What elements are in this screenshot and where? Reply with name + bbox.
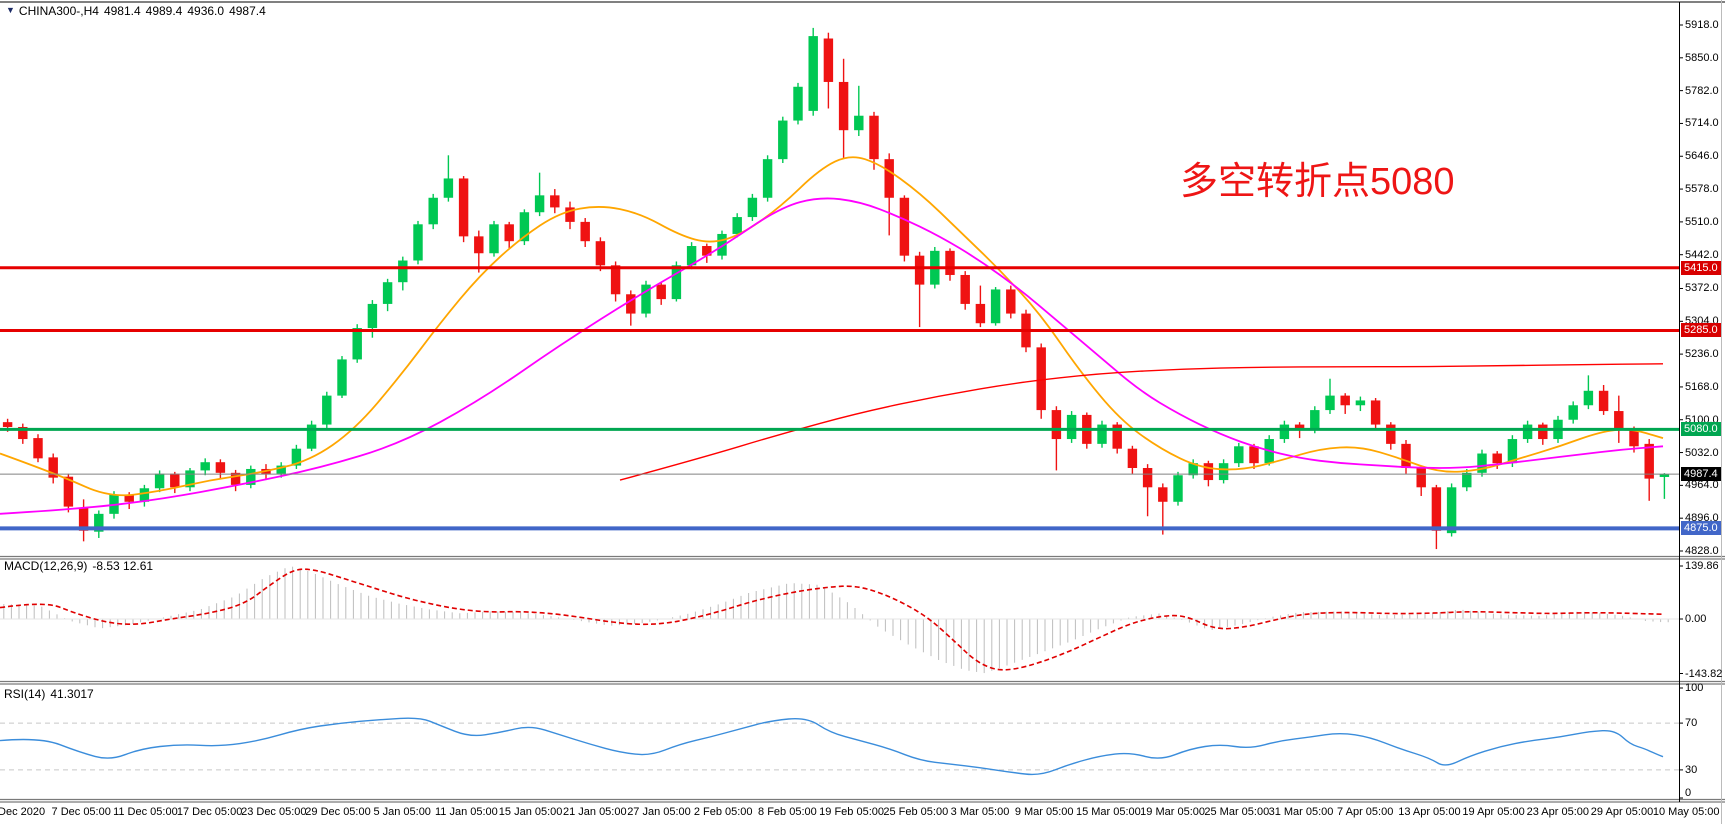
ma-slow-red [619,363,1664,481]
symbol-name: CHINA300-,H4 [18,4,99,18]
ohlc-high: 4989.4 [145,4,183,18]
ma-mid-magenta [0,197,1664,515]
ohlc-open: 4981.4 [103,4,141,18]
macd-name: MACD(12,26,9) [4,559,88,573]
rsi-indicator-label: RSI(14) 41.3017 [4,687,94,701]
rsi-values: 41.3017 [50,687,94,701]
rsi-name: RSI(14) [4,687,46,701]
ma-fast-orange [0,156,1664,497]
macd-values: -8.53 12.61 [92,559,154,573]
chart-annotation[interactable]: 多空转折点5080 [1180,161,1455,203]
rsi-line [0,717,1664,776]
symbol-readout: ▼ CHINA300-,H4 4981.4 4989.4 4936.0 4987.4 [6,4,266,18]
horizontal-lines[interactable] [0,266,1679,531]
ohlc-low: 4936.0 [187,4,225,18]
symbol-marker-icon: ▼ [6,5,15,15]
macd-indicator-label: MACD(12,26,9) -8.53 12.61 [4,559,153,573]
rsi-panel [0,717,1679,776]
ohlc-close: 4987.4 [229,4,266,18]
candles[interactable] [2,27,1670,550]
macd-histogram [0,566,1679,674]
